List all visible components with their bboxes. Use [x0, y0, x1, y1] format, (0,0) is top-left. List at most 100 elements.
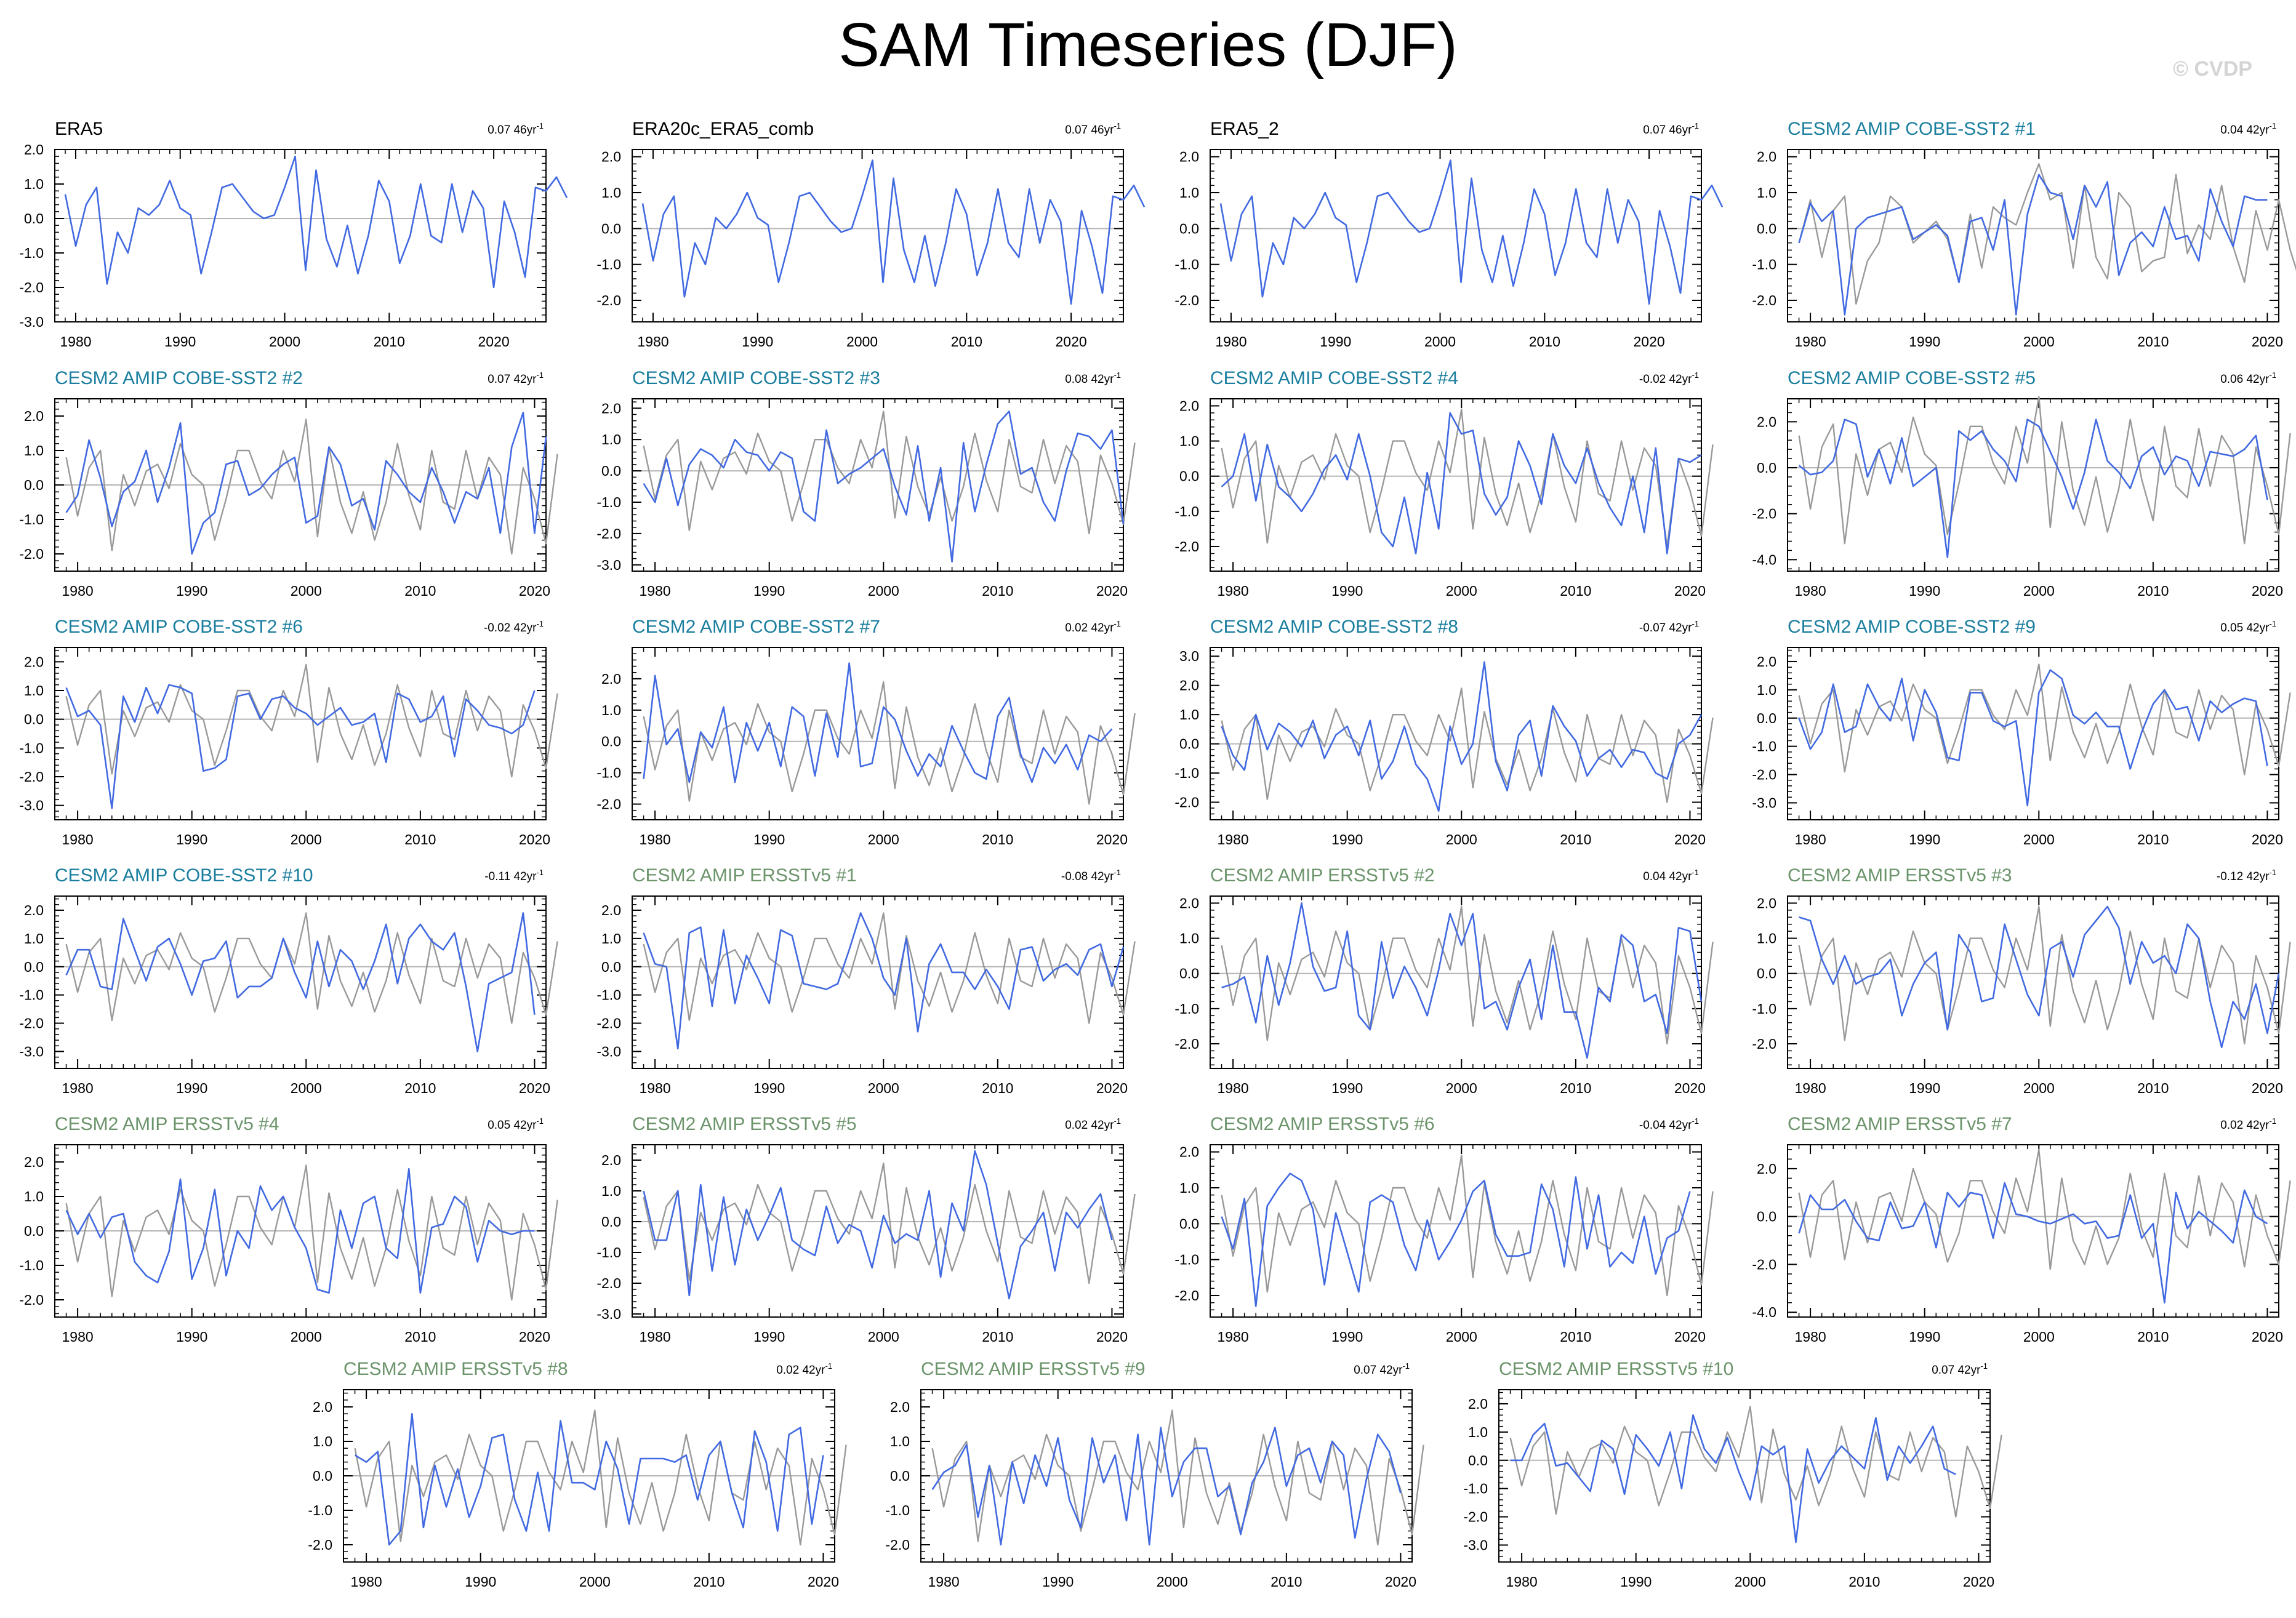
y-tick-label: 2.0 [890, 1399, 910, 1415]
y-tick-label: 2.0 [601, 671, 621, 687]
panel-title: CESM2 AMIP COBE-SST2 #2 [55, 368, 303, 388]
y-tick-label: -2.0 [596, 1275, 621, 1291]
x-tick-label: 1990 [1909, 583, 1940, 599]
y-tick-label: 2.0 [24, 408, 44, 424]
panel-frame [1498, 1389, 1991, 1563]
y-tick-label: 0.0 [1757, 710, 1776, 726]
y-tick-label: 2.0 [601, 902, 621, 918]
panel-trend: -0.08 42yr-1 [1061, 868, 1121, 883]
x-tick-label: 1980 [1506, 1574, 1538, 1590]
y-tick-label: -2.0 [19, 1292, 44, 1308]
y-tick-label: -2.0 [1752, 1036, 1776, 1052]
panel-frame [1787, 1144, 2279, 1318]
x-tick-label: 2000 [1735, 1574, 1766, 1590]
panel-5: CESM2 AMIP COBE-SST2 #2 0.07 42yr-1 -2.0 -1… [19, 368, 558, 599]
series-line-observed [1221, 1155, 1714, 1297]
x-tick-label: 2010 [1270, 1574, 1302, 1590]
y-tick-label: 0.0 [601, 220, 621, 236]
y-tick-label: -1.0 [596, 257, 621, 273]
y-tick-label: -4.0 [1752, 1304, 1776, 1320]
y-tick-label: -3.0 [596, 557, 621, 573]
x-tick-label: 2010 [982, 1329, 1013, 1345]
panel-frame [632, 1144, 1124, 1318]
x-tick-label: 2020 [1634, 334, 1665, 350]
panel-trend: 0.04 42yr-1 [2220, 121, 2276, 137]
y-tick-label: 1.0 [890, 1433, 910, 1449]
panel-trend: 0.07 46yr-1 [1065, 121, 1121, 137]
x-tick-label: 2010 [2137, 334, 2169, 350]
panel-3: ERA5_2 0.07 46yr-1 -2.0 -1.0 0.0 1.0 2.0 1980 19… [1174, 119, 1724, 350]
x-tick-label: 2020 [1674, 1080, 1706, 1096]
series-line-simulation [931, 1427, 1402, 1546]
y-tick-label: -1.0 [19, 740, 44, 756]
panel-title: CESM2 AMIP ERSSTv5 #9 [921, 1359, 1146, 1379]
x-tick-label: 2020 [1096, 1329, 1128, 1345]
panel-trend: 0.04 42yr-1 [1643, 868, 1699, 883]
x-tick-label: 1980 [1795, 334, 1826, 350]
y-tick-label: 0.0 [1179, 1216, 1199, 1232]
panel-frame [1787, 398, 2279, 572]
y-tick-label: 2.0 [313, 1399, 332, 1415]
panel-trend: -0.04 42yr-1 [1639, 1116, 1699, 1132]
panel-trend: 0.06 42yr-1 [2220, 370, 2276, 386]
panel-trend: -0.12 42yr-1 [2217, 868, 2276, 883]
y-tick-label: 1.0 [24, 1188, 44, 1204]
panel-trend: -0.07 42yr-1 [1639, 619, 1699, 635]
y-tick-label: 0.0 [1179, 966, 1199, 982]
panel-frame [632, 149, 1124, 322]
y-tick-label: -1.0 [596, 1244, 621, 1260]
y-tick-label: -2.0 [596, 292, 621, 308]
x-tick-label: 2000 [868, 583, 899, 599]
series-line-observed [65, 1164, 558, 1301]
y-tick-label: 2.0 [24, 142, 44, 158]
x-tick-label: 1990 [164, 334, 196, 350]
y-tick-label: 1.0 [601, 1183, 621, 1199]
x-tick-label: 2020 [519, 831, 550, 847]
series-line-simulation [643, 411, 1125, 563]
x-tick-label: 1990 [176, 1329, 207, 1345]
series-line-simulation [1510, 1414, 1956, 1544]
panel-title: ERA5_2 [1210, 119, 1279, 139]
series-line-observed [1221, 408, 1714, 548]
x-tick-label: 2020 [1096, 1080, 1128, 1096]
panel-title: CESM2 AMIP COBE-SST2 #3 [632, 368, 880, 388]
y-tick-label: -2.0 [1174, 1036, 1199, 1052]
y-tick-label: -1.0 [885, 1502, 910, 1518]
panel-trend: 0.08 42yr-1 [1065, 370, 1121, 386]
x-tick-label: 1980 [351, 1574, 382, 1590]
x-tick-label: 2010 [693, 1574, 725, 1590]
x-tick-label: 2000 [291, 1329, 322, 1345]
y-tick-label: 1.0 [1179, 707, 1199, 723]
x-tick-label: 2000 [291, 1080, 322, 1096]
x-tick-label: 2010 [982, 583, 1013, 599]
panel-15: CESM2 AMIP ERSSTv5 #2 0.04 42yr-1 -2.0 -1.0… [1174, 865, 1714, 1096]
y-tick-label: -2.0 [596, 1015, 621, 1031]
series-line-observed [1509, 1406, 2002, 1518]
y-tick-label: -1.0 [1174, 1252, 1199, 1268]
x-tick-label: 2010 [2137, 831, 2169, 847]
y-tick-label: 0.0 [24, 711, 44, 727]
y-tick-label: 1.0 [1757, 682, 1776, 698]
panel-13: CESM2 AMIP COBE-SST2 #10 -0.11 42yr-1 -3.0… [19, 865, 558, 1096]
figure-title: SAM Timeseries (DJF) [838, 10, 1458, 79]
panel-21: CESM2 AMIP ERSSTv5 #8 0.02 42yr-1 -2.0 -1.0… [308, 1359, 847, 1590]
y-tick-label: -1.0 [1174, 765, 1199, 781]
panel-title: CESM2 AMIP ERSSTv5 #7 [1788, 1114, 2012, 1134]
series-line-observed [65, 419, 558, 555]
panel-title: CESM2 AMIP COBE-SST2 #5 [1788, 368, 2036, 388]
x-tick-label: 1980 [1795, 583, 1826, 599]
y-tick-label: -1.0 [1174, 257, 1199, 273]
series-line-simulation [1798, 669, 2268, 807]
panel-16: CESM2 AMIP ERSSTv5 #3 -0.12 42yr-1 -2.0 -1.… [1752, 865, 2291, 1096]
series-line-simulation [643, 662, 1113, 783]
y-tick-label: 1.0 [601, 431, 621, 447]
panel-19: CESM2 AMIP ERSSTv5 #6 -0.04 42yr-1 -2.0 -1.… [1174, 1114, 1714, 1345]
panel-frame [1210, 895, 1702, 1069]
panel-frame [1787, 895, 2279, 1069]
x-tick-label: 1990 [1620, 1574, 1652, 1590]
x-tick-label: 2000 [291, 831, 322, 847]
x-tick-label: 1990 [1331, 583, 1363, 599]
y-tick-label: 2.0 [1179, 1144, 1199, 1160]
y-tick-label: 0.0 [1757, 460, 1776, 476]
x-tick-label: 2000 [868, 1080, 899, 1096]
